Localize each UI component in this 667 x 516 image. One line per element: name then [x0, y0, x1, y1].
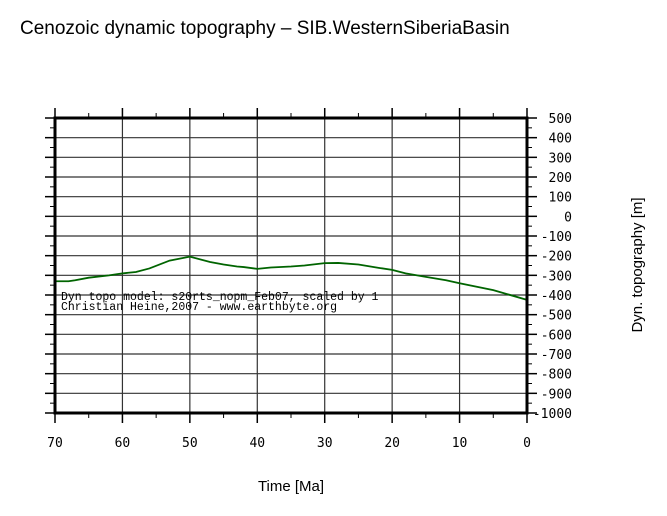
y-tick-label: -500: [541, 309, 572, 324]
y-tick-label: -700: [541, 348, 572, 363]
y-tick-label: 100: [549, 191, 572, 206]
x-tick-label: 40: [249, 436, 265, 451]
x-axis-label: Time [Ma]: [258, 478, 324, 495]
y-tick-label: -600: [541, 328, 572, 343]
x-tick-label: 0: [523, 436, 531, 451]
y-axis-label: Dyn. topography [m]: [629, 197, 646, 332]
y-tick-label: 300: [549, 151, 572, 166]
y-tick-label: -1000: [533, 407, 572, 422]
y-tick-label: -400: [541, 289, 572, 304]
x-tick-label: 70: [47, 436, 63, 451]
y-tick-label: 200: [549, 171, 572, 186]
y-tick-label: -800: [541, 368, 572, 383]
x-tick-label: 50: [182, 436, 198, 451]
x-tick-label: 10: [452, 436, 468, 451]
series-line: [55, 255, 528, 301]
plot-frame: [53, 116, 529, 415]
chart-title: Cenozoic dynamic topography – SIB.Wester…: [20, 18, 510, 39]
y-tick-label: 0: [564, 210, 572, 225]
y-tick-label: 500: [549, 112, 572, 127]
y-tick-label: -900: [541, 387, 572, 402]
annotation-text: Dyn topo model: s20rts_nopm_Feb07, scale…: [61, 291, 379, 304]
x-tick-label: 60: [115, 436, 131, 451]
y-tick-label: -300: [541, 269, 572, 284]
x-tick-label: 30: [317, 436, 333, 451]
annotation-text: Christian Heine,2007 - www.earthbyte.org: [61, 301, 337, 314]
y-tick-label: 400: [549, 132, 572, 147]
x-tick-label: 20: [384, 436, 400, 451]
y-tick-label: -100: [541, 230, 572, 245]
y-tick-label: -200: [541, 250, 572, 265]
